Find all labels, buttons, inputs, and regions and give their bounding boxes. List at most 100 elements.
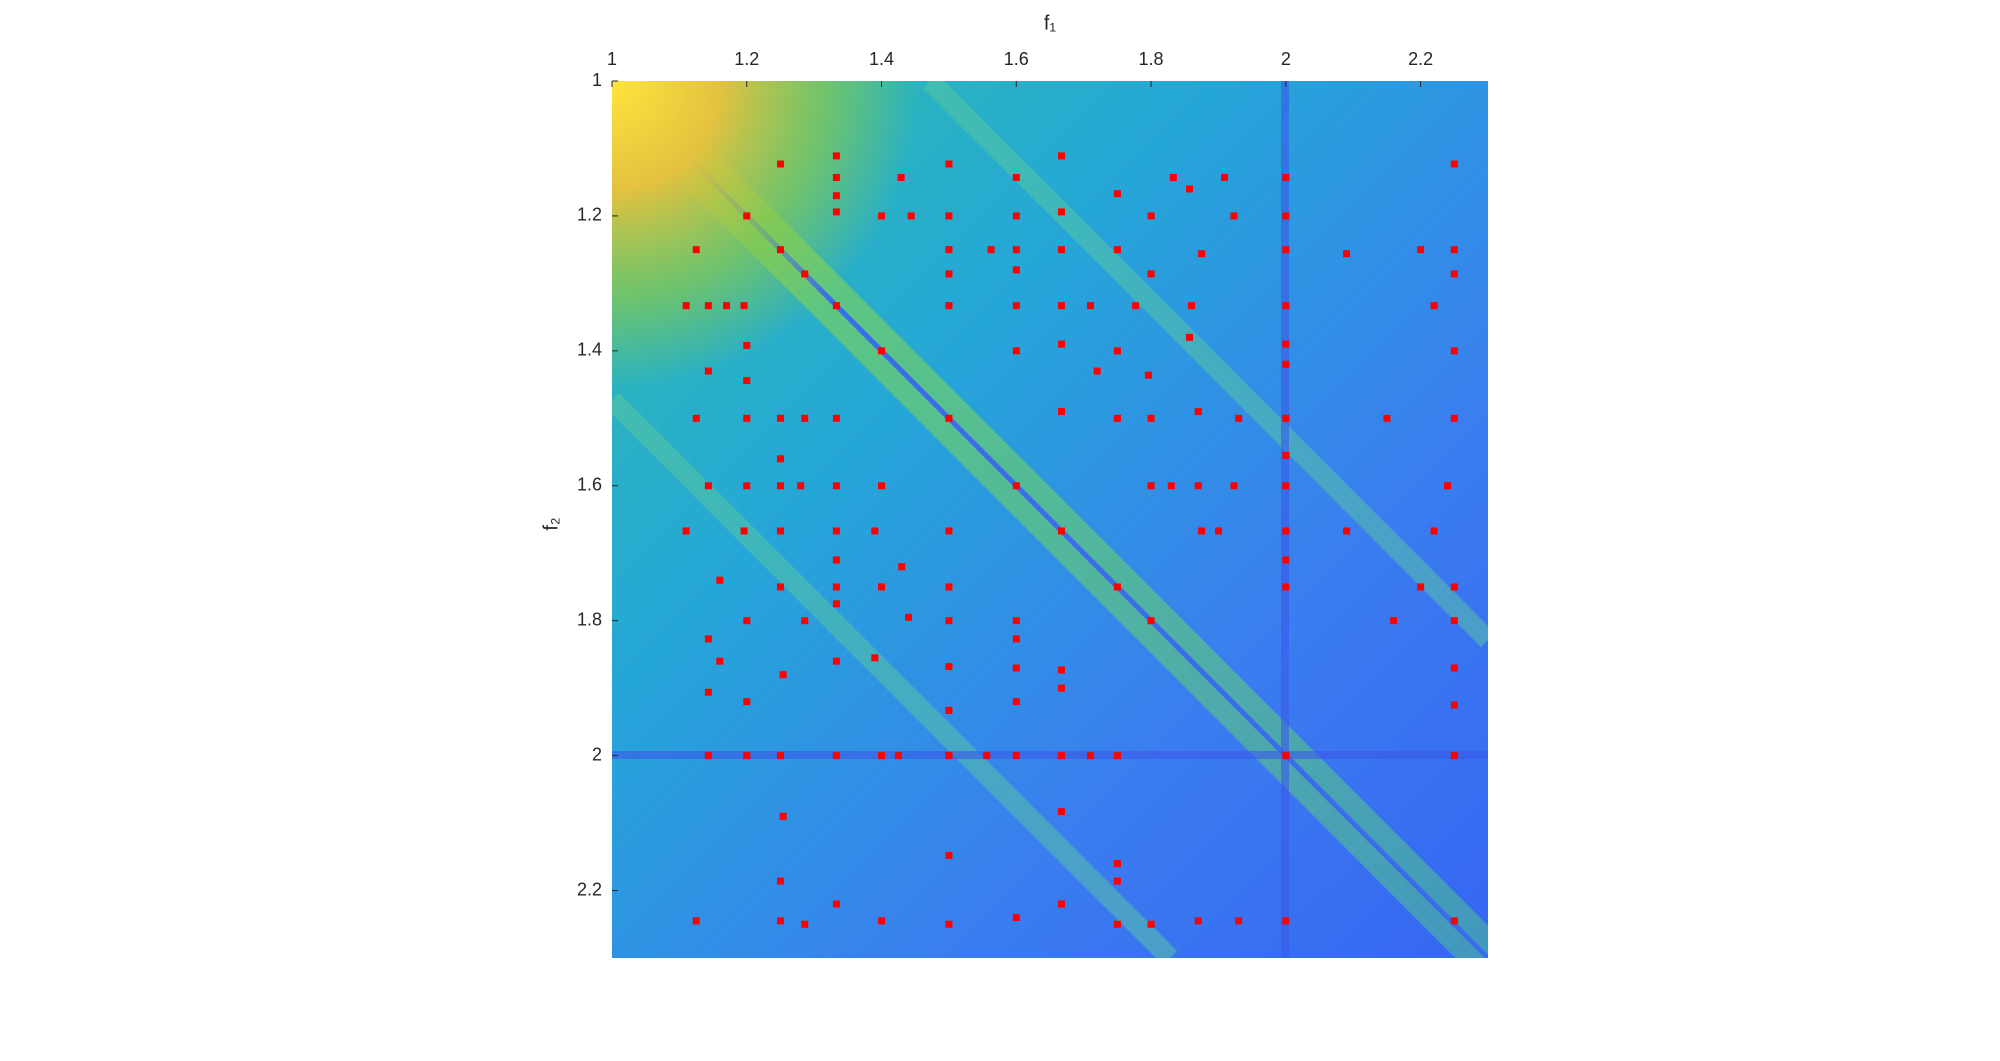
point — [1450, 270, 1458, 278]
point — [1235, 414, 1243, 422]
point — [1282, 340, 1290, 348]
point — [1450, 414, 1458, 422]
point — [832, 173, 840, 181]
point — [832, 302, 840, 310]
point — [1012, 664, 1020, 672]
point — [1194, 482, 1202, 490]
y-tick-label: 1.8 — [577, 609, 602, 629]
point — [1057, 208, 1065, 216]
point — [1450, 664, 1458, 672]
point — [945, 752, 953, 760]
point — [1012, 173, 1020, 181]
point — [723, 302, 731, 310]
point — [682, 527, 690, 535]
point — [878, 482, 886, 490]
point — [692, 246, 700, 254]
x-tick-label: 1.2 — [734, 49, 759, 69]
point — [1450, 347, 1458, 355]
point — [1282, 246, 1290, 254]
point — [801, 617, 809, 625]
point — [1282, 752, 1290, 760]
point — [894, 752, 902, 760]
point — [945, 302, 953, 310]
point — [776, 455, 784, 463]
point — [1113, 246, 1121, 254]
point — [1012, 617, 1020, 625]
point — [878, 917, 886, 925]
x-tick-label: 1 — [607, 49, 617, 69]
point — [776, 246, 784, 254]
point — [743, 341, 751, 349]
point — [1057, 684, 1065, 692]
point — [1147, 617, 1155, 625]
x-axis-label: f₁ — [1044, 12, 1057, 34]
point — [1390, 617, 1398, 625]
point — [832, 192, 840, 200]
point — [832, 556, 840, 564]
point — [801, 414, 809, 422]
point — [1012, 212, 1020, 220]
point — [1012, 914, 1020, 922]
point — [1147, 212, 1155, 220]
point — [1012, 698, 1020, 706]
point — [1167, 482, 1175, 490]
point — [1012, 347, 1020, 355]
point — [1282, 917, 1290, 925]
point — [1342, 250, 1350, 258]
point — [1113, 860, 1121, 868]
point — [832, 600, 840, 608]
point — [1012, 635, 1020, 643]
point — [716, 576, 724, 584]
point — [801, 920, 809, 928]
point — [898, 563, 906, 571]
point — [779, 812, 787, 820]
y-tick-label: 1.2 — [577, 205, 602, 225]
point — [945, 414, 953, 422]
point — [1057, 408, 1065, 416]
point — [776, 414, 784, 422]
point — [743, 698, 751, 706]
point — [1057, 340, 1065, 348]
point — [776, 877, 784, 885]
point — [1057, 666, 1065, 674]
point — [1113, 877, 1121, 885]
point — [704, 367, 712, 375]
point — [945, 246, 953, 254]
point — [1214, 527, 1222, 535]
point — [1185, 185, 1193, 193]
point — [743, 414, 751, 422]
point — [1188, 302, 1196, 310]
point — [1282, 212, 1290, 220]
point — [1147, 414, 1155, 422]
point — [945, 583, 953, 591]
point — [832, 583, 840, 591]
point — [776, 917, 784, 925]
y-tick-label: 2.2 — [577, 879, 602, 899]
point — [1057, 808, 1065, 816]
point — [704, 302, 712, 310]
x-tick-label: 2.2 — [1408, 49, 1433, 69]
point — [692, 414, 700, 422]
point — [832, 208, 840, 216]
point — [682, 302, 690, 310]
point — [1113, 347, 1121, 355]
point — [1450, 160, 1458, 168]
y-tick-label: 1 — [592, 70, 602, 90]
point — [983, 752, 991, 760]
point — [1086, 302, 1094, 310]
point — [797, 482, 805, 490]
point — [1086, 752, 1094, 760]
point — [1450, 246, 1458, 254]
point — [1282, 482, 1290, 490]
point — [704, 752, 712, 760]
x-tick-label: 1.8 — [1139, 49, 1164, 69]
point — [1113, 752, 1121, 760]
point — [743, 617, 751, 625]
point — [1012, 302, 1020, 310]
point — [832, 414, 840, 422]
point — [1057, 527, 1065, 535]
point — [1194, 917, 1202, 925]
point — [832, 527, 840, 535]
point — [1221, 173, 1229, 181]
point — [1417, 246, 1425, 254]
